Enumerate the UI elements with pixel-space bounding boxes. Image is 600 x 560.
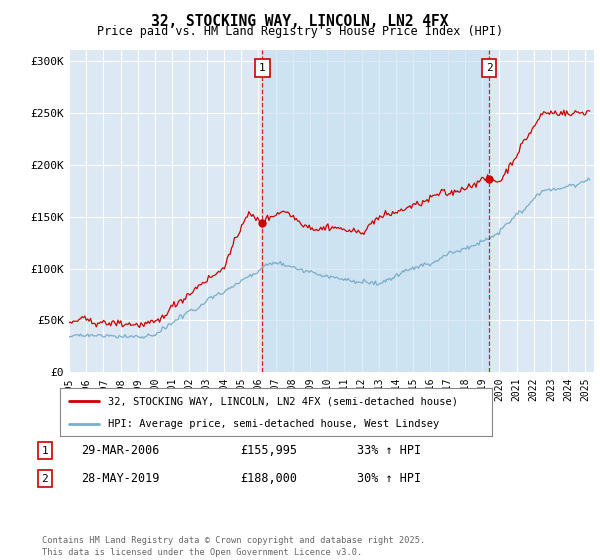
Text: HPI: Average price, semi-detached house, West Lindsey: HPI: Average price, semi-detached house,… xyxy=(107,419,439,429)
Text: 1: 1 xyxy=(259,63,266,73)
Text: £188,000: £188,000 xyxy=(240,472,297,486)
Text: 2: 2 xyxy=(41,474,49,484)
Text: 30% ↑ HPI: 30% ↑ HPI xyxy=(357,472,421,486)
Text: 33% ↑ HPI: 33% ↑ HPI xyxy=(357,444,421,458)
Text: 1: 1 xyxy=(41,446,49,456)
Text: 32, STOCKING WAY, LINCOLN, LN2 4FX (semi-detached house): 32, STOCKING WAY, LINCOLN, LN2 4FX (semi… xyxy=(107,396,458,407)
Text: 28-MAY-2019: 28-MAY-2019 xyxy=(81,472,160,486)
Text: 29-MAR-2006: 29-MAR-2006 xyxy=(81,444,160,458)
Text: 2: 2 xyxy=(486,63,493,73)
Text: £155,995: £155,995 xyxy=(240,444,297,458)
Text: 32, STOCKING WAY, LINCOLN, LN2 4FX: 32, STOCKING WAY, LINCOLN, LN2 4FX xyxy=(151,14,449,29)
Bar xyxy=(262,50,489,372)
Text: Contains HM Land Registry data © Crown copyright and database right 2025.
This d: Contains HM Land Registry data © Crown c… xyxy=(42,536,425,557)
Text: Price paid vs. HM Land Registry's House Price Index (HPI): Price paid vs. HM Land Registry's House … xyxy=(97,25,503,38)
